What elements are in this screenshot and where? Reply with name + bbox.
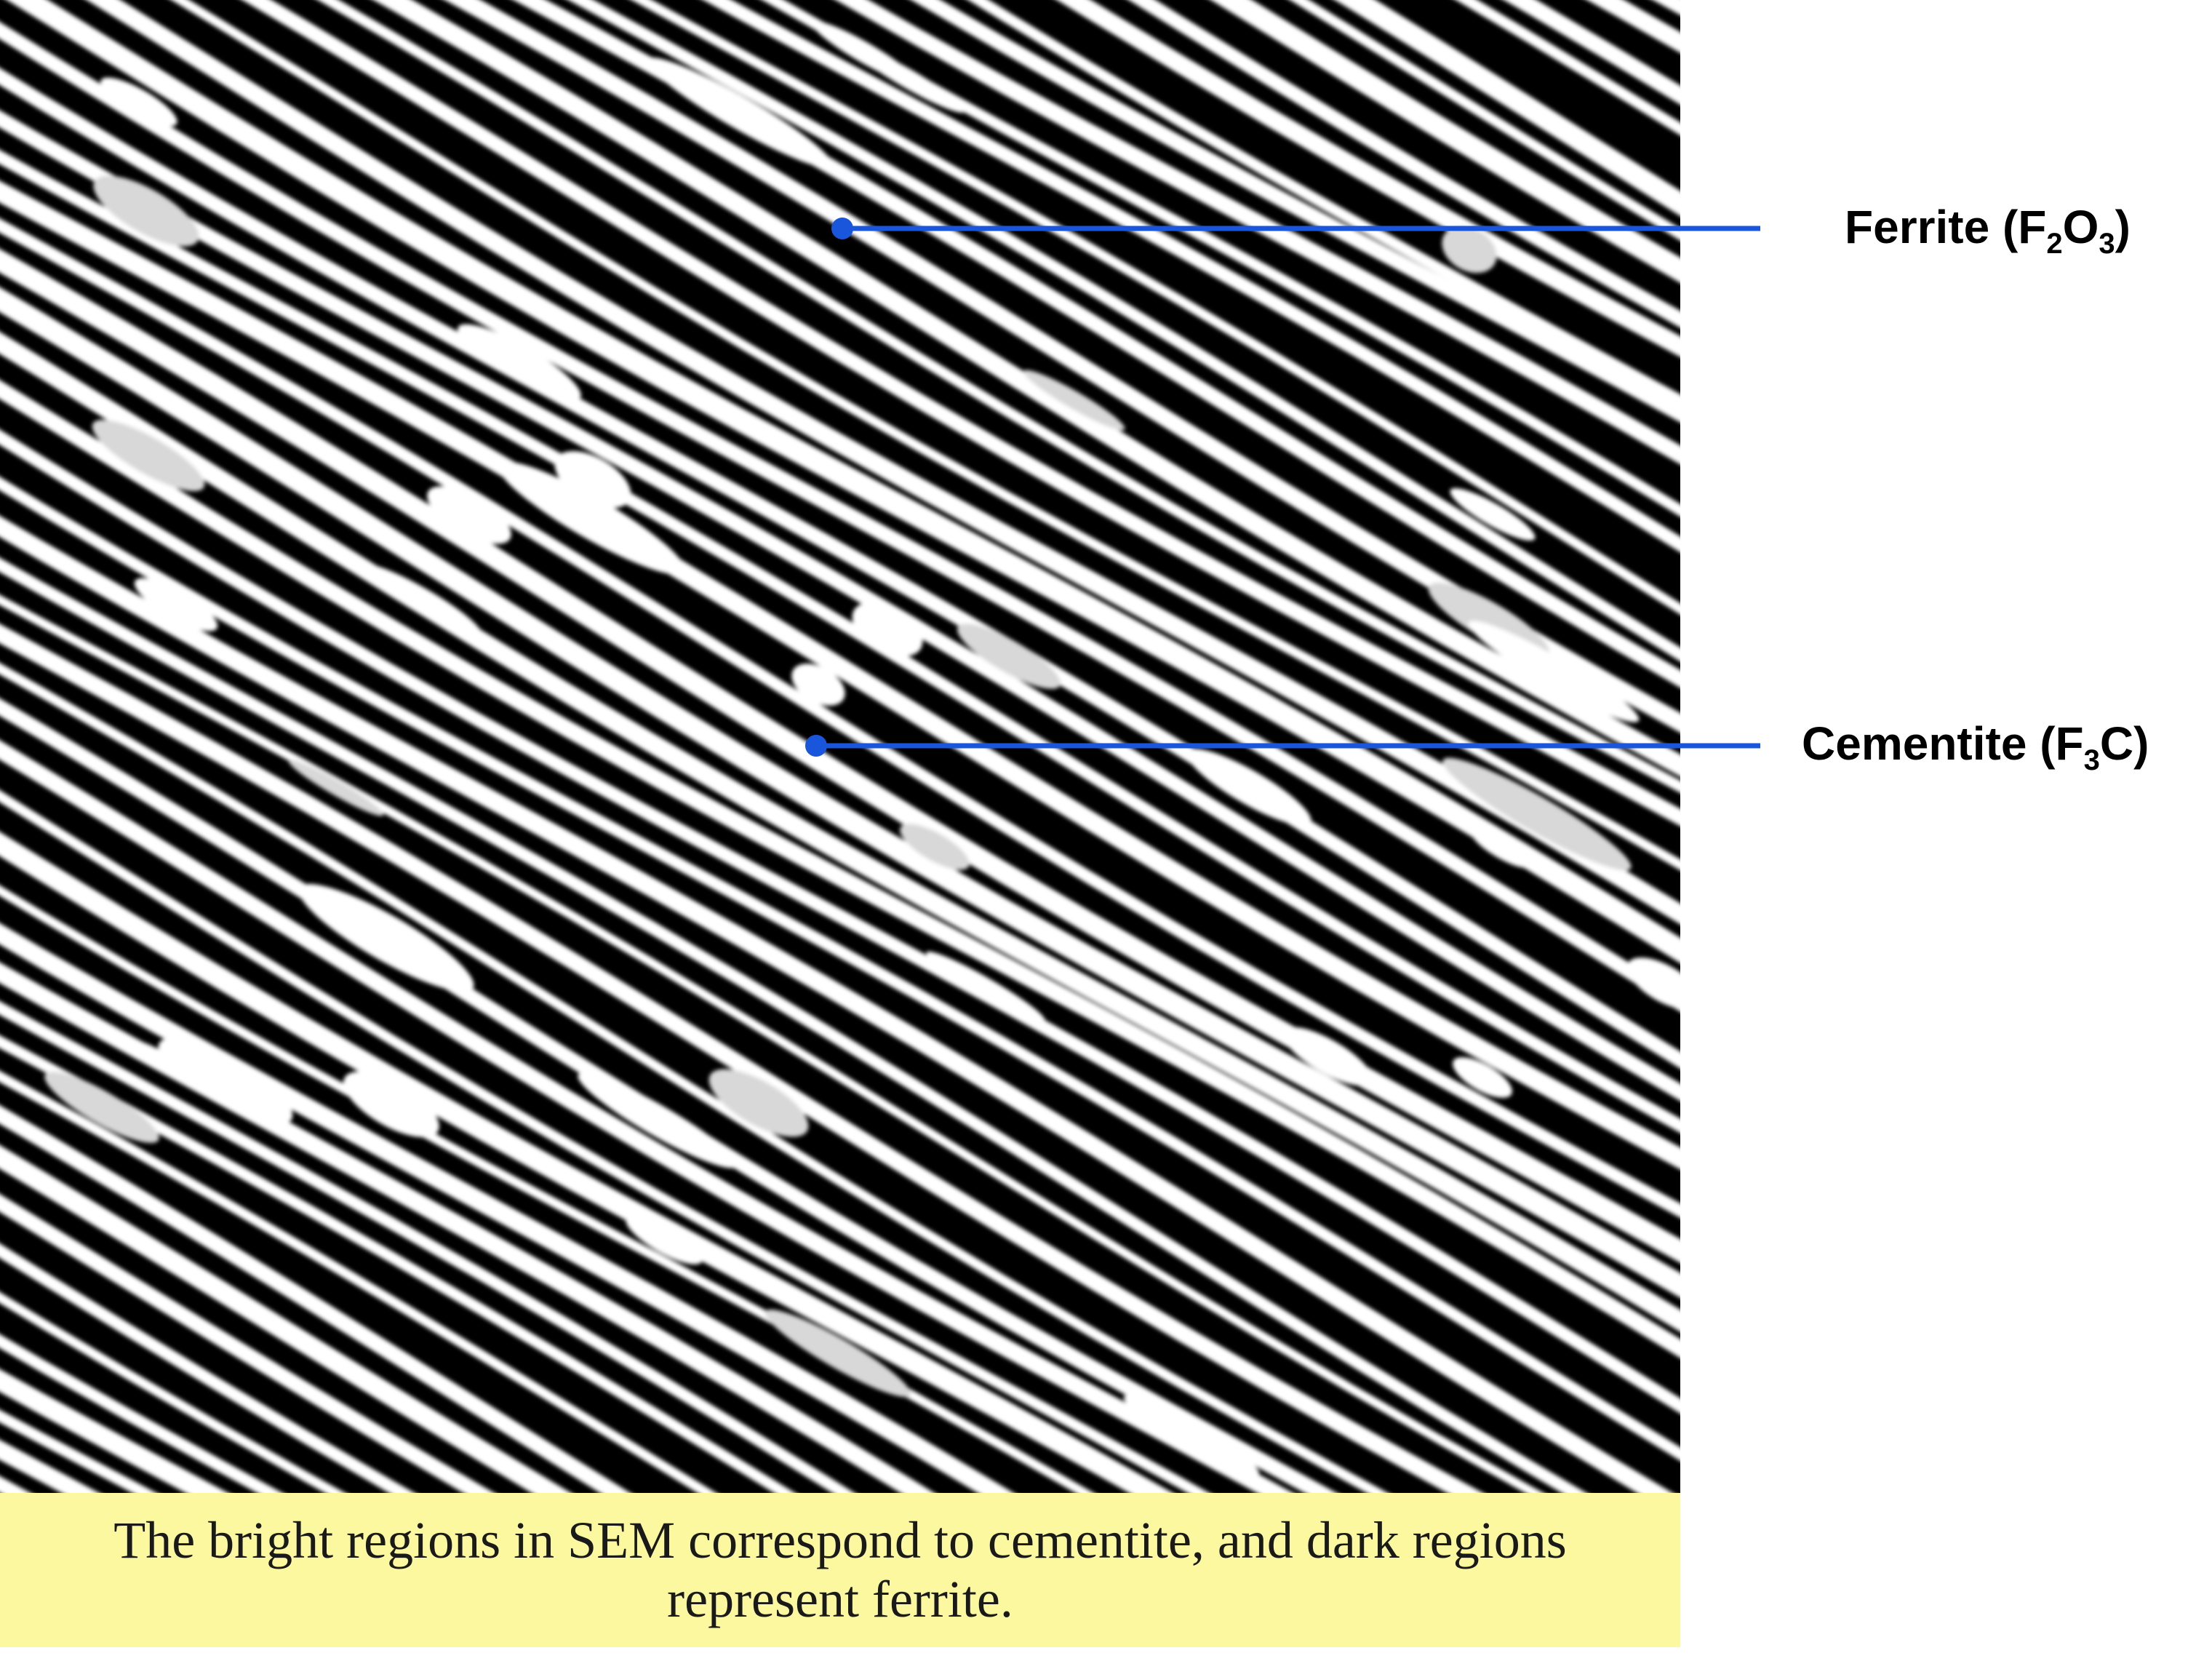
pearlite-lamellae <box>0 0 1680 1493</box>
cementite-lamella <box>0 1071 716 1493</box>
cementite-lamella <box>1057 0 1680 357</box>
cementite-blob <box>1023 370 1125 431</box>
cementite-blob <box>298 883 474 992</box>
cementite-lamella <box>1128 0 1680 328</box>
cementite-blob <box>1453 1057 1512 1098</box>
cementite-blob <box>1282 1027 1373 1086</box>
cementite-lamella <box>0 477 1680 1461</box>
cementite-blob <box>900 824 970 870</box>
cementite-lamella <box>0 218 1680 1218</box>
cementite-blob <box>554 451 631 508</box>
cementite-bands <box>0 0 1680 1493</box>
cementite-lamella <box>968 0 1680 407</box>
cementite-blob <box>288 760 384 816</box>
sem-micrograph <box>0 0 1680 1493</box>
cementite-lamella <box>0 1409 157 1493</box>
cementite-lamella <box>0 110 1680 1102</box>
cementite-lamella <box>242 0 1680 826</box>
cementite-blob <box>360 563 482 637</box>
cementite-lamella <box>0 68 1680 1069</box>
cementite-blob <box>100 77 177 127</box>
cementite-lamella <box>0 923 1014 1493</box>
cementite-lamella <box>911 0 1680 423</box>
cementite-blob <box>427 486 511 544</box>
cementite-blob <box>708 1069 809 1137</box>
cementite-lamella <box>0 380 1680 1358</box>
cementite-lamella <box>0 594 1544 1493</box>
cementite-label-end: C) <box>2099 717 2149 770</box>
cementite-blob <box>92 419 205 492</box>
cementite-blob <box>1450 488 1536 541</box>
cementite-blob <box>647 57 833 168</box>
cementite-lamella <box>0 1105 631 1493</box>
cementite-blob <box>764 1309 911 1398</box>
cementite-blob <box>626 1215 703 1264</box>
cementite-lamella <box>0 516 1673 1493</box>
cementite-lamella <box>7 0 1680 963</box>
ferrite-subscript-1: 2 <box>2046 228 2063 260</box>
cementite-blob <box>791 664 845 706</box>
cementite-blob <box>44 1072 159 1143</box>
cementite-blob <box>134 578 218 632</box>
cementite-lamella <box>0 332 1680 1332</box>
cementite-lamella <box>0 557 1586 1493</box>
caption-text: The bright regions in SEM correspond to … <box>113 1511 1567 1628</box>
cementite-marker-dot <box>805 735 827 757</box>
cementite-lamella <box>0 624 1483 1493</box>
cementite-lamella <box>0 1145 572 1493</box>
cementite-blob <box>1442 757 1632 871</box>
cementite-lamella <box>0 1440 100 1493</box>
cementite-blob <box>578 1072 738 1168</box>
ferrite-label-mid: O <box>2062 201 2099 253</box>
cementite-lamella <box>171 0 1680 871</box>
cementite-blob <box>498 461 685 575</box>
cementite-blob <box>1442 226 1497 274</box>
cementite-lamella <box>514 0 1680 688</box>
cementite-lamella <box>373 0 1680 777</box>
cementite-lamella <box>318 0 1680 793</box>
cementite-lamella <box>835 0 1680 465</box>
caption-box: The bright regions in SEM correspond to … <box>0 1493 1680 1647</box>
ferrite-label-text: Ferrite (F <box>1845 201 2047 253</box>
cementite-lamella <box>0 663 1388 1493</box>
cementite-blob <box>1123 1395 1260 1476</box>
cementite-lamella <box>87 0 1680 925</box>
cementite-blob <box>343 1071 439 1138</box>
cementite-lamella <box>0 1001 855 1493</box>
cementite-lamella <box>0 150 1680 1134</box>
cementite-blob <box>1186 749 1311 826</box>
cementite-lamella <box>444 0 1680 733</box>
cementite-lamella <box>0 180 1680 1170</box>
cementite-lamella <box>0 249 1680 1263</box>
ferrite-subscript-2: 3 <box>2099 228 2115 260</box>
cementite-lamella <box>0 429 1680 1414</box>
cementite-blob <box>1536 1166 1643 1230</box>
cementite-blob <box>1470 828 1534 869</box>
cementite-blob <box>1468 621 1640 722</box>
cementite-blob <box>850 44 966 113</box>
cementite-label-text: Cementite (F <box>1802 717 2084 770</box>
ferrite-marker-dot <box>831 218 853 239</box>
cementite-lamella <box>1653 0 1680 15</box>
cementite-lamella <box>0 287 1680 1298</box>
cementite-blob <box>93 175 199 247</box>
cementite-subscript: 3 <box>2083 744 2100 776</box>
cementite-lamella <box>1290 0 1680 241</box>
cementite-lamella <box>1210 0 1680 283</box>
cementite-lamella <box>0 1476 31 1493</box>
cementite-label: Cementite (F3C) <box>1802 717 2149 775</box>
cementite-blob <box>458 324 581 401</box>
cementite-blob <box>957 624 1061 689</box>
ferrite-label-end: ) <box>2115 201 2131 253</box>
cementite-blob <box>158 1038 293 1124</box>
cementite-lamella <box>0 22 1680 1012</box>
cementite-blob <box>926 951 1045 1022</box>
cementite-lamella <box>1587 0 1680 53</box>
cementite-blob <box>852 602 923 657</box>
cementite-blob <box>1627 957 1680 1010</box>
cementite-lamella <box>0 1035 795 1493</box>
ferrite-label: Ferrite (F2O3) <box>1845 201 2131 258</box>
